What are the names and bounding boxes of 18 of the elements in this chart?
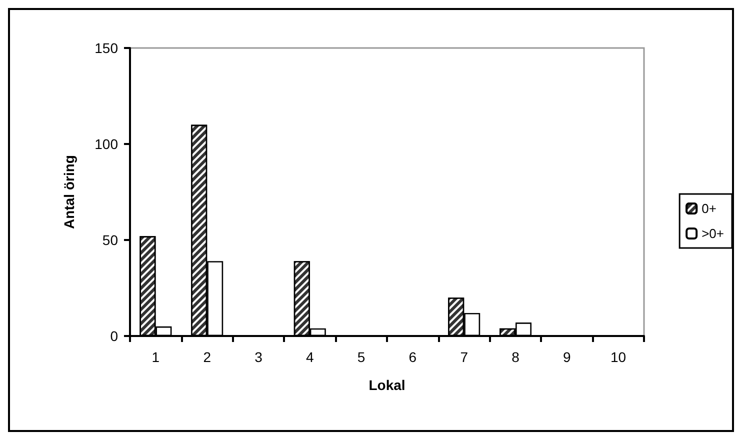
y-tick-label: 0	[110, 328, 118, 344]
x-tick-label: 8	[512, 349, 520, 365]
x-tick-label: 2	[203, 349, 212, 365]
legend-label: >0+	[702, 226, 724, 241]
x-tick-label: 4	[306, 349, 314, 365]
x-tick-label: 5	[357, 349, 366, 365]
x-tick-label: 9	[563, 349, 571, 365]
y-tick-label: 100	[94, 136, 118, 152]
y-tick-label: 50	[102, 232, 118, 248]
legend-label: 0+	[702, 201, 716, 216]
x-axis-title: Lokal	[368, 377, 406, 393]
x-tick-label: 7	[460, 349, 468, 365]
y-tick-label: 150	[94, 40, 118, 56]
x-tick-label: 1	[152, 349, 160, 365]
y-axis-title: Antal öring	[61, 155, 77, 229]
x-tick-label: 10	[610, 349, 626, 365]
x-tick-label: 6	[408, 349, 417, 365]
x-tick-label: 3	[254, 349, 263, 365]
